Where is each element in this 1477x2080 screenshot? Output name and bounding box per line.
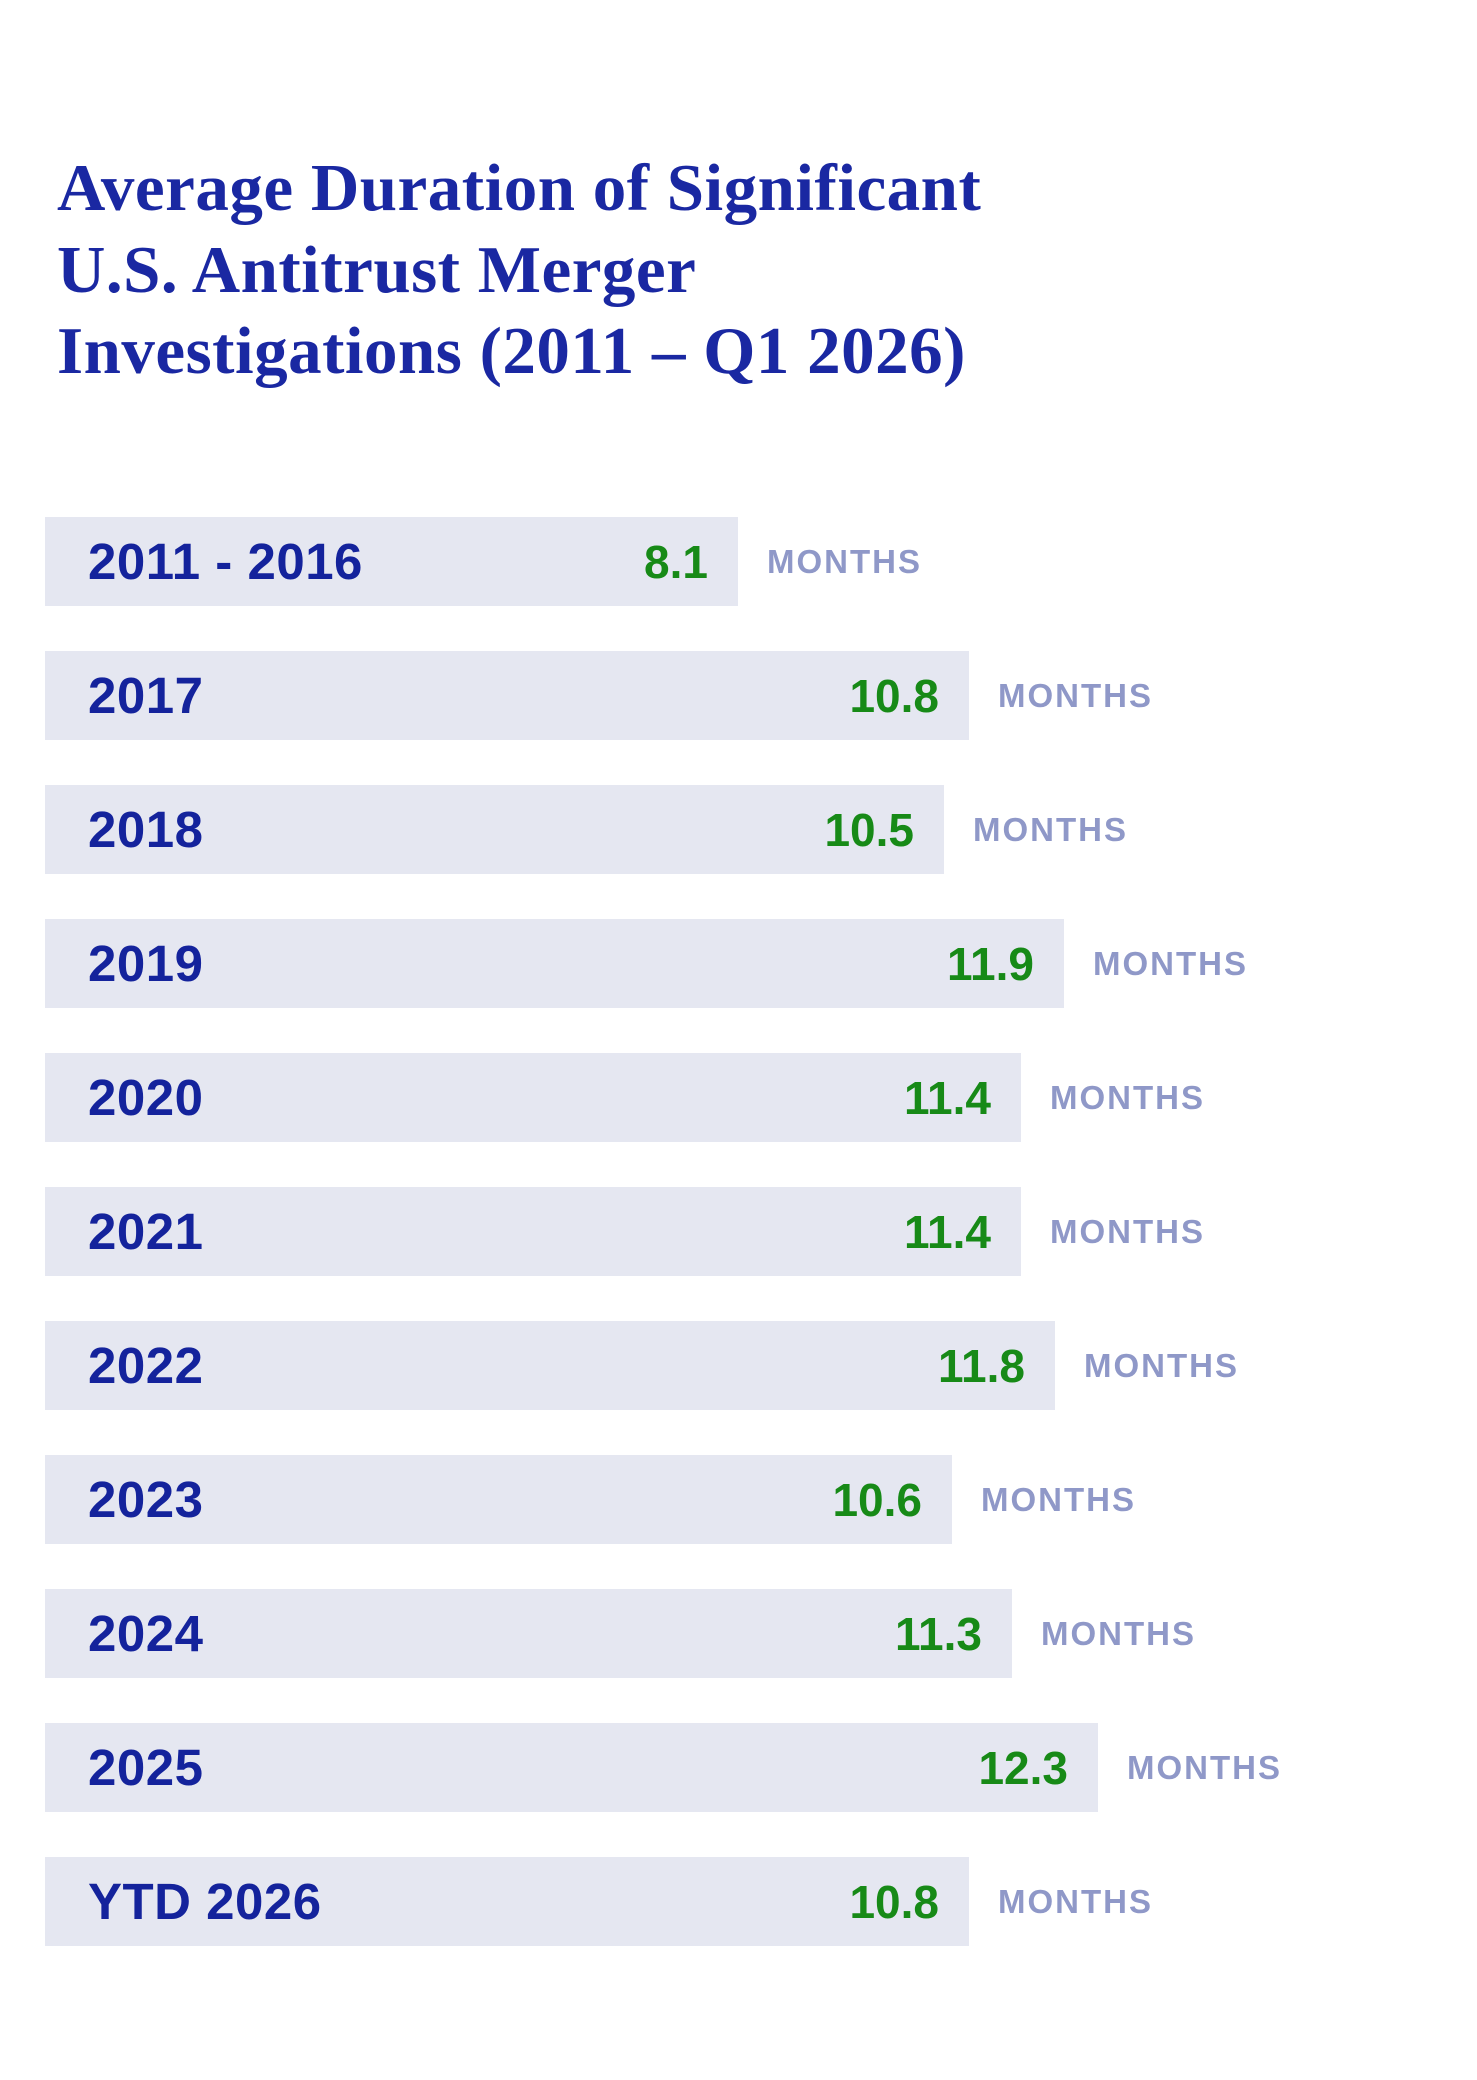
bar-value: 10.8 <box>849 1875 939 1928</box>
bar-unit-label: MONTHS <box>973 810 1128 848</box>
bar-category-label: 2024 <box>88 1605 204 1662</box>
bar-chart: 2011 - 2016 8.1 MONTHS 2017 10.8 MONTHS … <box>45 517 1445 1991</box>
bar-value: 11.4 <box>904 1071 991 1124</box>
bar-category-label: 2017 <box>88 667 204 724</box>
bar-unit-label: MONTHS <box>1050 1078 1205 1116</box>
chart-row: 2025 12.3 MONTHS <box>45 1723 1445 1812</box>
bar-value: 11.3 <box>895 1607 982 1660</box>
bar: YTD 2026 10.8 <box>45 1857 969 1946</box>
bar: 2019 11.9 <box>45 919 1064 1008</box>
bar-unit-label: MONTHS <box>767 542 922 580</box>
bar-category-label: 2019 <box>88 935 204 992</box>
bar: 2021 11.4 <box>45 1187 1021 1276</box>
bar-unit-label: MONTHS <box>1041 1614 1196 1652</box>
bar: 2024 11.3 <box>45 1589 1012 1678</box>
bar-unit-label: MONTHS <box>1050 1212 1205 1250</box>
chart-row: 2022 11.8 MONTHS <box>45 1321 1445 1410</box>
bar-value: 10.8 <box>849 669 939 722</box>
chart-row: 2017 10.8 MONTHS <box>45 651 1445 740</box>
bar-unit-label: MONTHS <box>1127 1748 1282 1786</box>
chart-row: 2020 11.4 MONTHS <box>45 1053 1445 1142</box>
bar-value: 12.3 <box>978 1741 1068 1794</box>
bar: 2018 10.5 <box>45 785 944 874</box>
bar-value: 10.5 <box>824 803 914 856</box>
chart-row: 2021 11.4 MONTHS <box>45 1187 1445 1276</box>
bar-category-label: YTD 2026 <box>88 1873 322 1930</box>
bar: 2022 11.8 <box>45 1321 1055 1410</box>
bar: 2023 10.6 <box>45 1455 952 1544</box>
chart-row: 2023 10.6 MONTHS <box>45 1455 1445 1544</box>
page-title-line-1: Average Duration of Significant <box>57 151 982 225</box>
chart-row: 2011 - 2016 8.1 MONTHS <box>45 517 1445 606</box>
bar-value: 8.1 <box>644 535 708 588</box>
bar-category-label: 2011 - 2016 <box>88 533 363 590</box>
bar-category-label: 2025 <box>88 1739 204 1796</box>
bar-value: 11.4 <box>904 1205 991 1258</box>
page-title: Average Duration of Significant U.S. Ant… <box>57 148 1237 393</box>
chart-row: 2019 11.9 MONTHS <box>45 919 1445 1008</box>
bar-value: 11.9 <box>947 937 1034 990</box>
page-title-line-3: Investigations (2011 – Q1 2026) <box>57 314 966 389</box>
bar-category-label: 2018 <box>88 801 204 858</box>
bar-unit-label: MONTHS <box>998 1882 1153 1920</box>
chart-row: 2024 11.3 MONTHS <box>45 1589 1445 1678</box>
bar-value: 10.6 <box>832 1473 922 1526</box>
bar-unit-label: MONTHS <box>998 676 1153 714</box>
bar-value: 11.8 <box>938 1339 1025 1392</box>
bar-category-label: 2021 <box>88 1203 204 1260</box>
bar: 2011 - 2016 8.1 <box>45 517 738 606</box>
page-title-line-2: U.S. Antitrust Merger <box>57 232 697 307</box>
chart-row: 2018 10.5 MONTHS <box>45 785 1445 874</box>
bar-category-label: 2020 <box>88 1069 204 1126</box>
bar: 2025 12.3 <box>45 1723 1098 1812</box>
bar-category-label: 2022 <box>88 1337 204 1394</box>
bar: 2017 10.8 <box>45 651 969 740</box>
chart-row: YTD 2026 10.8 MONTHS <box>45 1857 1445 1946</box>
bar: 2020 11.4 <box>45 1053 1021 1142</box>
bar-unit-label: MONTHS <box>981 1480 1136 1518</box>
bar-unit-label: MONTHS <box>1084 1346 1239 1384</box>
bar-category-label: 2023 <box>88 1471 204 1528</box>
bar-unit-label: MONTHS <box>1093 944 1248 982</box>
